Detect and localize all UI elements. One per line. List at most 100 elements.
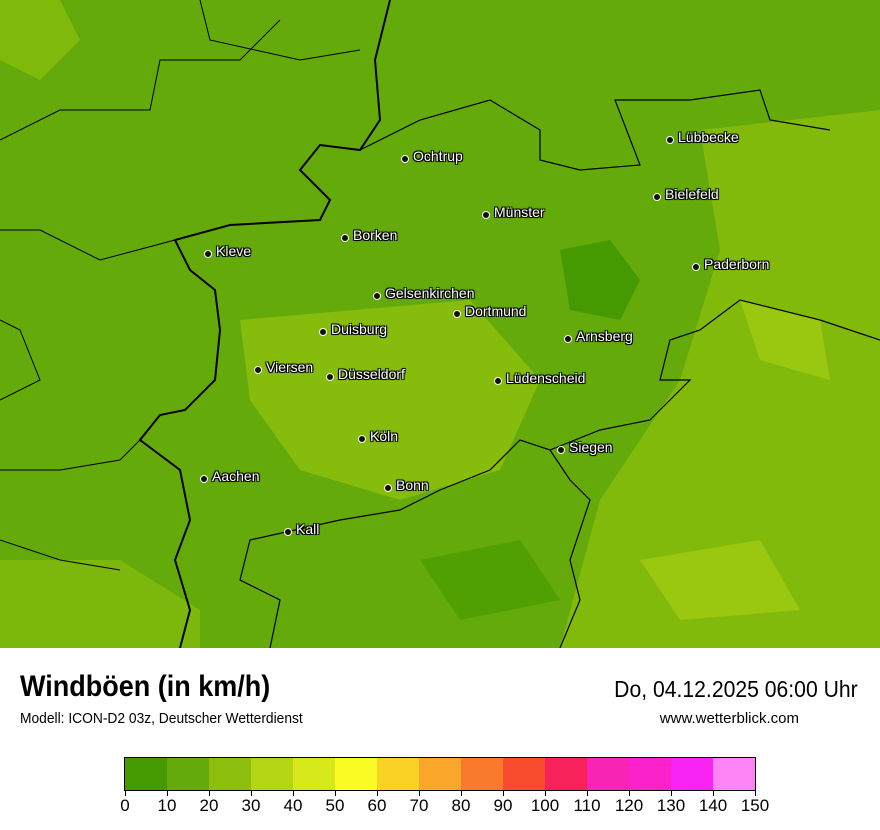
legend-tick	[629, 791, 630, 796]
city-dot-icon	[319, 328, 327, 336]
legend-swatch	[125, 758, 167, 790]
legend-tick-label: 10	[157, 796, 177, 815]
city-dot-icon	[204, 250, 212, 258]
legend-tick	[335, 791, 336, 796]
legend-tick-label: 60	[367, 796, 387, 815]
city-label: Kleve	[216, 243, 252, 259]
city-label: Düsseldorf	[338, 366, 405, 382]
legend-tick-label: 100	[530, 796, 560, 815]
legend-swatch	[461, 758, 503, 790]
city-dot-icon	[384, 484, 392, 492]
legend-swatch	[503, 758, 545, 790]
city-label: Lübbecke	[678, 129, 739, 145]
city-marker: Dortmund	[453, 303, 527, 322]
legend-swatch	[587, 758, 629, 790]
city-marker: Lübbecke	[666, 129, 739, 148]
legend-tick-label: 90	[493, 796, 513, 815]
legend-tick-label: 110	[573, 796, 601, 815]
legend-tick-label: 40	[283, 796, 303, 815]
city-marker: Siegen	[557, 439, 613, 458]
legend-swatch	[671, 758, 713, 790]
legend-tick	[587, 791, 588, 796]
legend-swatch	[209, 758, 251, 790]
city-dot-icon	[692, 263, 700, 271]
city-dot-icon	[557, 446, 565, 454]
city-marker: Bonn	[384, 477, 429, 496]
city-label: Münster	[494, 204, 545, 220]
legend-tick-label: 0	[120, 796, 130, 815]
city-label: Bonn	[396, 477, 429, 493]
city-marker: Bielefeld	[653, 186, 719, 205]
legend-swatch	[377, 758, 419, 790]
city-dot-icon	[453, 310, 461, 318]
legend-tick	[419, 791, 420, 796]
city-marker: Düsseldorf	[326, 366, 405, 385]
city-dot-icon	[666, 136, 674, 144]
city-label: Köln	[370, 428, 399, 444]
city-label: Arnsberg	[576, 328, 633, 344]
website-link[interactable]: www.wetterblick.com	[659, 710, 799, 727]
city-label: Dortmund	[465, 303, 527, 319]
city-marker: Münster	[482, 204, 545, 223]
city-dot-icon	[494, 377, 502, 385]
city-dot-icon	[482, 211, 490, 219]
city-dot-icon	[564, 335, 572, 343]
city-marker: Viersen	[254, 359, 314, 378]
city-dot-icon	[653, 193, 661, 201]
city-label: Duisburg	[331, 321, 388, 337]
city-label: Bielefeld	[665, 186, 719, 202]
city-marker: Ochtrup	[401, 148, 463, 167]
legend-tick	[209, 791, 210, 796]
legend-swatch	[335, 758, 377, 790]
city-marker: Gelsenkirchen	[373, 285, 475, 304]
legend-tick	[755, 791, 756, 796]
wind-gust-map[interactable]: Lübbecke Ochtrup Bielefeld Münster Borke…	[0, 0, 880, 648]
legend-tick-label: 20	[199, 796, 219, 815]
city-dot-icon	[200, 475, 208, 483]
city-label: Viersen	[266, 359, 314, 375]
city-dot-icon	[341, 234, 349, 242]
city-marker: Paderborn	[692, 256, 769, 275]
city-label: Ochtrup	[413, 148, 463, 164]
city-marker: Aachen	[200, 468, 260, 487]
legend-tick-label: 140	[698, 796, 728, 815]
legend-swatch	[293, 758, 335, 790]
map-layer	[0, 0, 880, 648]
city-label: Siegen	[569, 439, 613, 455]
city-dot-icon	[326, 373, 334, 381]
city-marker: Kall	[284, 521, 320, 540]
legend-tick-label: 70	[409, 796, 429, 815]
city-dot-icon	[254, 366, 262, 374]
legend-tick	[125, 791, 126, 796]
forecast-datetime: Do, 04.12.2025 06:00 Uhr	[614, 676, 858, 702]
legend-tick-label: 130	[656, 796, 686, 815]
city-label: Borken	[353, 227, 398, 243]
city-marker: Lüdenscheid	[494, 370, 586, 389]
legend-tick	[377, 791, 378, 796]
legend-tick	[293, 791, 294, 796]
legend-swatch	[713, 758, 755, 790]
legend-swatch	[545, 758, 587, 790]
city-marker: Köln	[358, 428, 399, 447]
city-marker: Kleve	[204, 243, 252, 262]
city-label: Gelsenkirchen	[385, 285, 475, 301]
legend-tick	[713, 791, 714, 796]
legend-tick	[461, 791, 462, 796]
borders	[0, 0, 880, 648]
city-marker: Arnsberg	[564, 328, 633, 347]
legend-tick	[503, 791, 504, 796]
city-marker: Borken	[341, 227, 398, 246]
city-label: Lüdenscheid	[506, 370, 586, 386]
legend-tick-label: 50	[325, 796, 345, 815]
legend-tick	[251, 791, 252, 796]
legend-tick-label: 150	[740, 796, 770, 815]
legend-swatch	[251, 758, 293, 790]
legend-tick	[167, 791, 168, 796]
map-title: Windböen (in km/h)	[20, 670, 271, 703]
city-label: Kall	[296, 521, 320, 537]
city-dot-icon	[401, 155, 409, 163]
city-dot-icon	[284, 528, 292, 536]
legend-tick	[545, 791, 546, 796]
wind-field-regions	[0, 0, 880, 648]
city-label: Aachen	[212, 468, 260, 484]
